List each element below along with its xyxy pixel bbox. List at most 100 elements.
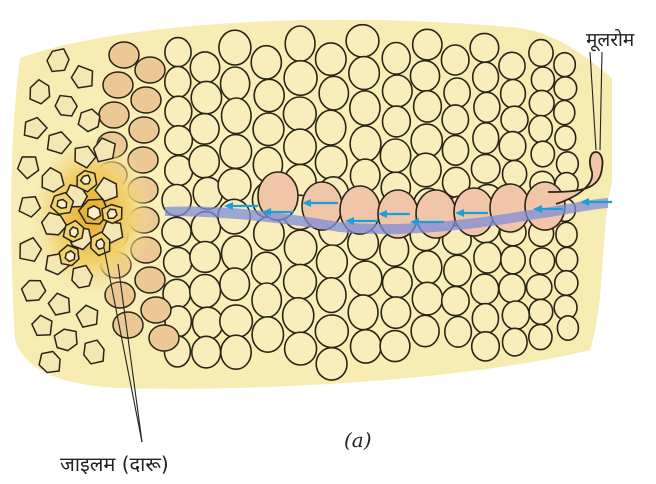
cortex-cell: [220, 334, 253, 371]
cortex-cell: [220, 235, 253, 272]
cortex-cell: [189, 51, 221, 84]
stele-cell: [16, 156, 40, 180]
cortex-cell: [348, 90, 381, 127]
cortex-cell: [473, 241, 502, 274]
cortex-cell: [410, 123, 444, 159]
cortex-cell: [553, 269, 579, 297]
cortex-cell: [381, 105, 412, 138]
cortex-cell: [440, 44, 470, 76]
stele-cell: [70, 64, 94, 89]
cortex-cell: [379, 138, 412, 174]
cortex-cell: [252, 112, 285, 147]
cortex-cell: [347, 294, 379, 331]
cortex-cell: [412, 89, 443, 123]
water-flow-arrows: [224, 198, 612, 226]
stele-cell: [29, 78, 51, 105]
cortex-cell: [164, 124, 194, 156]
cortex-cell: [188, 273, 222, 309]
cortex-cell: [314, 314, 350, 349]
cortex-cell: [314, 145, 348, 181]
cortex-cell: [315, 346, 348, 381]
cortex-cell: [471, 302, 500, 335]
cortex-cell: [411, 28, 443, 61]
left-arrow-icon: [455, 209, 488, 217]
cortex-cell: [470, 330, 501, 362]
cortex-cell: [161, 216, 192, 248]
cortex-cell: [500, 105, 529, 134]
xylem-vessel-lumen: [106, 208, 118, 220]
cortex-cell: [282, 263, 318, 300]
left-arrow-icon: [533, 205, 563, 213]
xylem-vessel-lumen: [95, 237, 106, 250]
cortex-cell: [501, 327, 528, 357]
xylem-group: [16, 47, 154, 374]
cortex-cell: [528, 298, 554, 326]
cortex-cell: [443, 77, 472, 109]
cortex-cell: [498, 273, 527, 304]
cortex-cell: [501, 300, 531, 331]
cortex-cell: [318, 75, 350, 111]
cortex-cell: [412, 250, 443, 286]
cortex-cell: [499, 245, 526, 275]
cortex-cell: [441, 104, 470, 136]
cortex-cell: [348, 260, 383, 297]
left-arrow-icon: [262, 208, 294, 216]
cortex-cell: [219, 66, 251, 102]
left-arrow-icon: [345, 217, 378, 225]
xylem-vessel-lumen: [56, 198, 68, 209]
label-pointers: [103, 51, 603, 443]
cortex-cell: [411, 281, 444, 316]
cortex-cell: [444, 315, 473, 348]
cortex-cell: [283, 59, 318, 97]
cortex-cell: [499, 78, 527, 109]
stele-cell: [71, 264, 94, 289]
root-hair: [547, 151, 604, 205]
cortex-cell: [381, 41, 412, 75]
cortex-cell: [281, 296, 315, 335]
endodermis-cell: [134, 56, 166, 84]
xylem-vessel-lumen: [86, 205, 102, 221]
cortex-cell: [250, 44, 283, 80]
stele-cell: [38, 350, 61, 374]
cortex-cell: [191, 335, 222, 369]
cortex-cell: [441, 134, 470, 167]
cortex-cell: [315, 244, 349, 280]
cortex-cell: [188, 144, 221, 179]
endodermis-cell: [128, 116, 160, 144]
left-arrow-icon: [410, 218, 444, 226]
cortex-cell: [381, 266, 413, 299]
stele-cell: [92, 137, 117, 163]
xylem-pointer-1: [103, 247, 143, 443]
cortex-cell: [162, 246, 193, 278]
cortex-cell: [219, 304, 254, 339]
cortex-cell: [471, 61, 500, 93]
xylem-vessel-lumen: [79, 174, 92, 185]
cortex-cell: [379, 329, 411, 363]
left-arrow-icon: [224, 202, 258, 210]
stele-cell: [18, 195, 42, 218]
left-arrow-icon: [580, 198, 612, 206]
cortex-cell: [440, 285, 470, 317]
cortex-cell: [315, 276, 347, 314]
stele-cell: [40, 211, 68, 236]
cortex-cell: [314, 109, 347, 146]
cortex-cell: [470, 153, 501, 185]
stele-cell: [83, 339, 105, 365]
endodermis-cell: [140, 296, 172, 324]
cortex-cell: [380, 296, 412, 330]
cortex-cell: [219, 133, 253, 170]
stele-cell: [54, 94, 78, 117]
cortex-cell: [189, 112, 220, 145]
stele-cell: [41, 166, 65, 193]
root-hair-pointer-2: [589, 51, 597, 151]
cortex-cell: [250, 251, 282, 286]
endodermis-cell: [102, 71, 134, 99]
cortex-cell: [556, 314, 580, 341]
cortex-cell: [217, 167, 252, 203]
xylem-label: जाइलम (दारू): [60, 452, 169, 476]
root-hair-pointer: [599, 51, 603, 151]
cortex-cell: [525, 273, 553, 301]
cortex-cell: [219, 267, 251, 302]
